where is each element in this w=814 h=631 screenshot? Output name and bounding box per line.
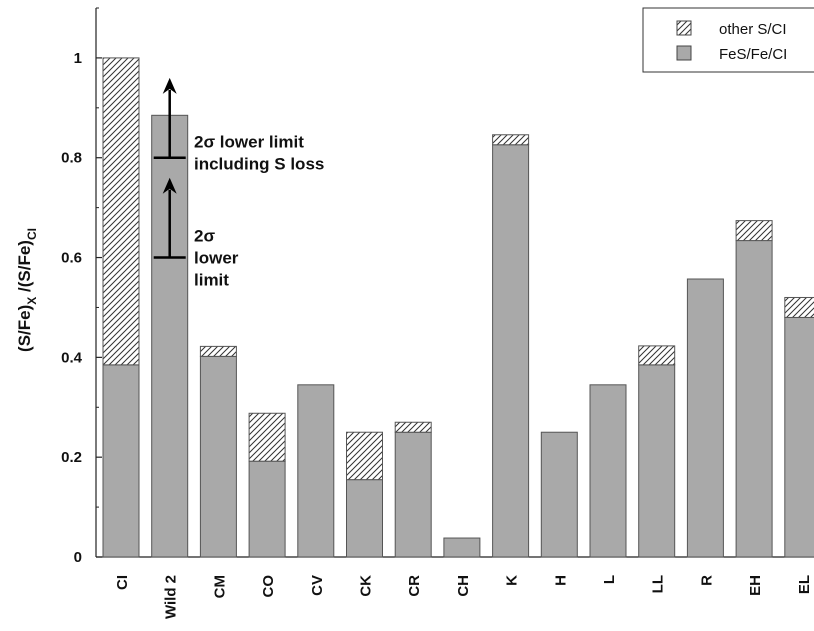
bar-co-other: [248, 412, 286, 462]
arrow-head-icon: [162, 77, 177, 94]
x-tick-label: K: [504, 575, 521, 586]
bar-cm-fes: [199, 355, 237, 558]
bar-co-fes: [248, 460, 286, 558]
axes: 0 0.2 0.4 0.6 0.8 1 (S/Fe)X /(S/Fe)CI: [15, 7, 814, 566]
bar-ci-fes: [102, 364, 140, 558]
annotation-text: limit: [194, 271, 229, 290]
x-tick-label: L: [601, 575, 618, 584]
bar-eh-other: [735, 220, 773, 242]
arrow-head-icon: [162, 177, 177, 194]
bar-ch-fes: [443, 537, 481, 558]
y-tick-label: 0.6: [61, 250, 82, 267]
bars: CI Wild 2 CM CO CV CK CR CH K H L LL R EH EL: [102, 57, 814, 619]
y-tick-label: 0: [74, 549, 82, 566]
y-tick-label: 0.8: [61, 150, 82, 167]
bar-r-fes: [686, 278, 724, 558]
x-tick-label: CO: [260, 575, 277, 598]
x-tick-label: R: [698, 575, 715, 586]
bar-k-other: [492, 134, 530, 146]
annotation-text: 2σ: [194, 227, 215, 246]
bar-ck-other: [346, 431, 383, 481]
legend-label: FeS/Fe/CI: [719, 46, 787, 63]
legend-label: other S/CI: [719, 21, 787, 38]
legend-swatch-solid: [676, 45, 692, 61]
annotation-text: including S loss: [194, 155, 324, 174]
bar-h-fes: [540, 431, 578, 558]
bar-l-fes: [589, 384, 627, 558]
x-tick-label: CH: [455, 575, 472, 597]
legend-swatch-hatch: [676, 20, 692, 36]
bar-cm-other: [199, 345, 237, 357]
y-tick-label: 1: [74, 50, 82, 67]
y-tick-label: 0.2: [61, 449, 82, 466]
bar-cv-fes: [297, 384, 335, 558]
annotation-text: lower: [194, 249, 239, 268]
legend-box: [642, 7, 814, 73]
x-tick-label: CR: [406, 575, 423, 597]
legend: other S/CI FeS/Fe/CI: [642, 7, 814, 73]
bar-cr-other: [394, 421, 432, 433]
bar-el-fes: [784, 316, 814, 558]
bar-ci-other: [102, 57, 140, 366]
bar-ll-fes: [638, 364, 676, 558]
x-tick-label: EL: [796, 575, 813, 594]
annotation-text: 2σ lower limit: [194, 133, 304, 152]
x-tick-label: CM: [211, 575, 228, 598]
bar-eh-fes: [735, 240, 773, 558]
bar-el-other: [784, 296, 814, 318]
y-tick-label: 0.4: [61, 349, 83, 366]
x-tick-label: LL: [650, 575, 667, 593]
x-tick-label: CV: [309, 575, 326, 596]
bar-ck-fes: [346, 479, 383, 558]
bar-cr-fes: [394, 431, 432, 558]
y-axis-title: (S/Fe)X /(S/Fe)CI: [15, 228, 39, 352]
x-tick-label: CI: [114, 575, 131, 590]
annotations: 2σ lower limit including S loss 2σ lower lim…: [153, 77, 324, 290]
bar-k-fes: [492, 144, 530, 558]
x-tick-label: CK: [358, 575, 375, 597]
x-tick-label: H: [552, 575, 569, 586]
x-tick-label: Wild 2: [163, 575, 180, 619]
bar-ll-other: [638, 345, 676, 366]
x-tick-label: EH: [747, 575, 764, 596]
